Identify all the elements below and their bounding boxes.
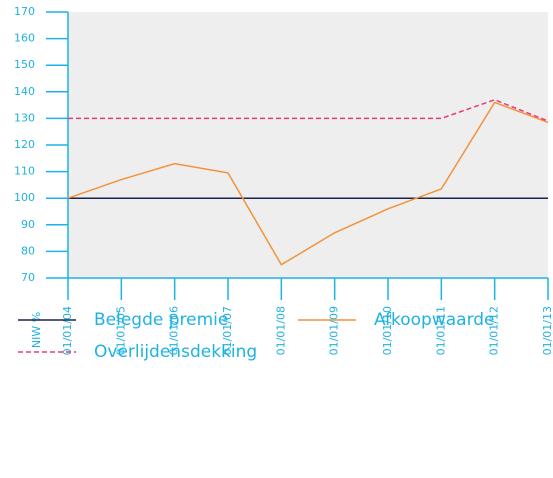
- y-tick-label: 160: [14, 32, 35, 45]
- series-line: [68, 98, 549, 122]
- y-tick-label: 140: [14, 85, 35, 98]
- y-tick-label: 130: [14, 111, 35, 124]
- y-tick-label: 80: [21, 244, 35, 257]
- x-tick-label: 01/01/04: [61, 306, 74, 355]
- y-tick-label: 100: [14, 191, 35, 204]
- legend-label: Overlijdensdekking: [94, 342, 257, 362]
- x-tick-label: 01/01/10: [381, 306, 394, 355]
- series-line: [67, 101, 549, 266]
- legend-label: Afkoopwaarde: [374, 310, 495, 330]
- y-tick-label: 90: [21, 218, 35, 231]
- y-tick-label: 120: [14, 138, 35, 151]
- x-tick-label: 01/01/11: [434, 306, 447, 355]
- x-tick-label: 01/01/13: [541, 306, 553, 355]
- plot-background: [68, 12, 548, 278]
- x-tick-label: 01/01/07: [221, 306, 234, 355]
- x-tick-label: 01/01/09: [328, 306, 341, 355]
- y-tick-label: 70: [21, 271, 35, 284]
- y-axis-label: NIW %: [30, 312, 43, 348]
- x-tick-label: 01/01/08: [274, 306, 287, 355]
- x-tick-label: 01/01/05: [114, 306, 127, 355]
- y-tick-label: 150: [14, 58, 35, 71]
- x-tick-label: 01/01/06: [168, 306, 181, 355]
- legend-label: Belegde premie: [94, 310, 228, 330]
- y-tick-label: 170: [14, 5, 35, 18]
- x-tick-label: 01/01/12: [488, 306, 501, 355]
- y-tick-label: 110: [14, 165, 35, 178]
